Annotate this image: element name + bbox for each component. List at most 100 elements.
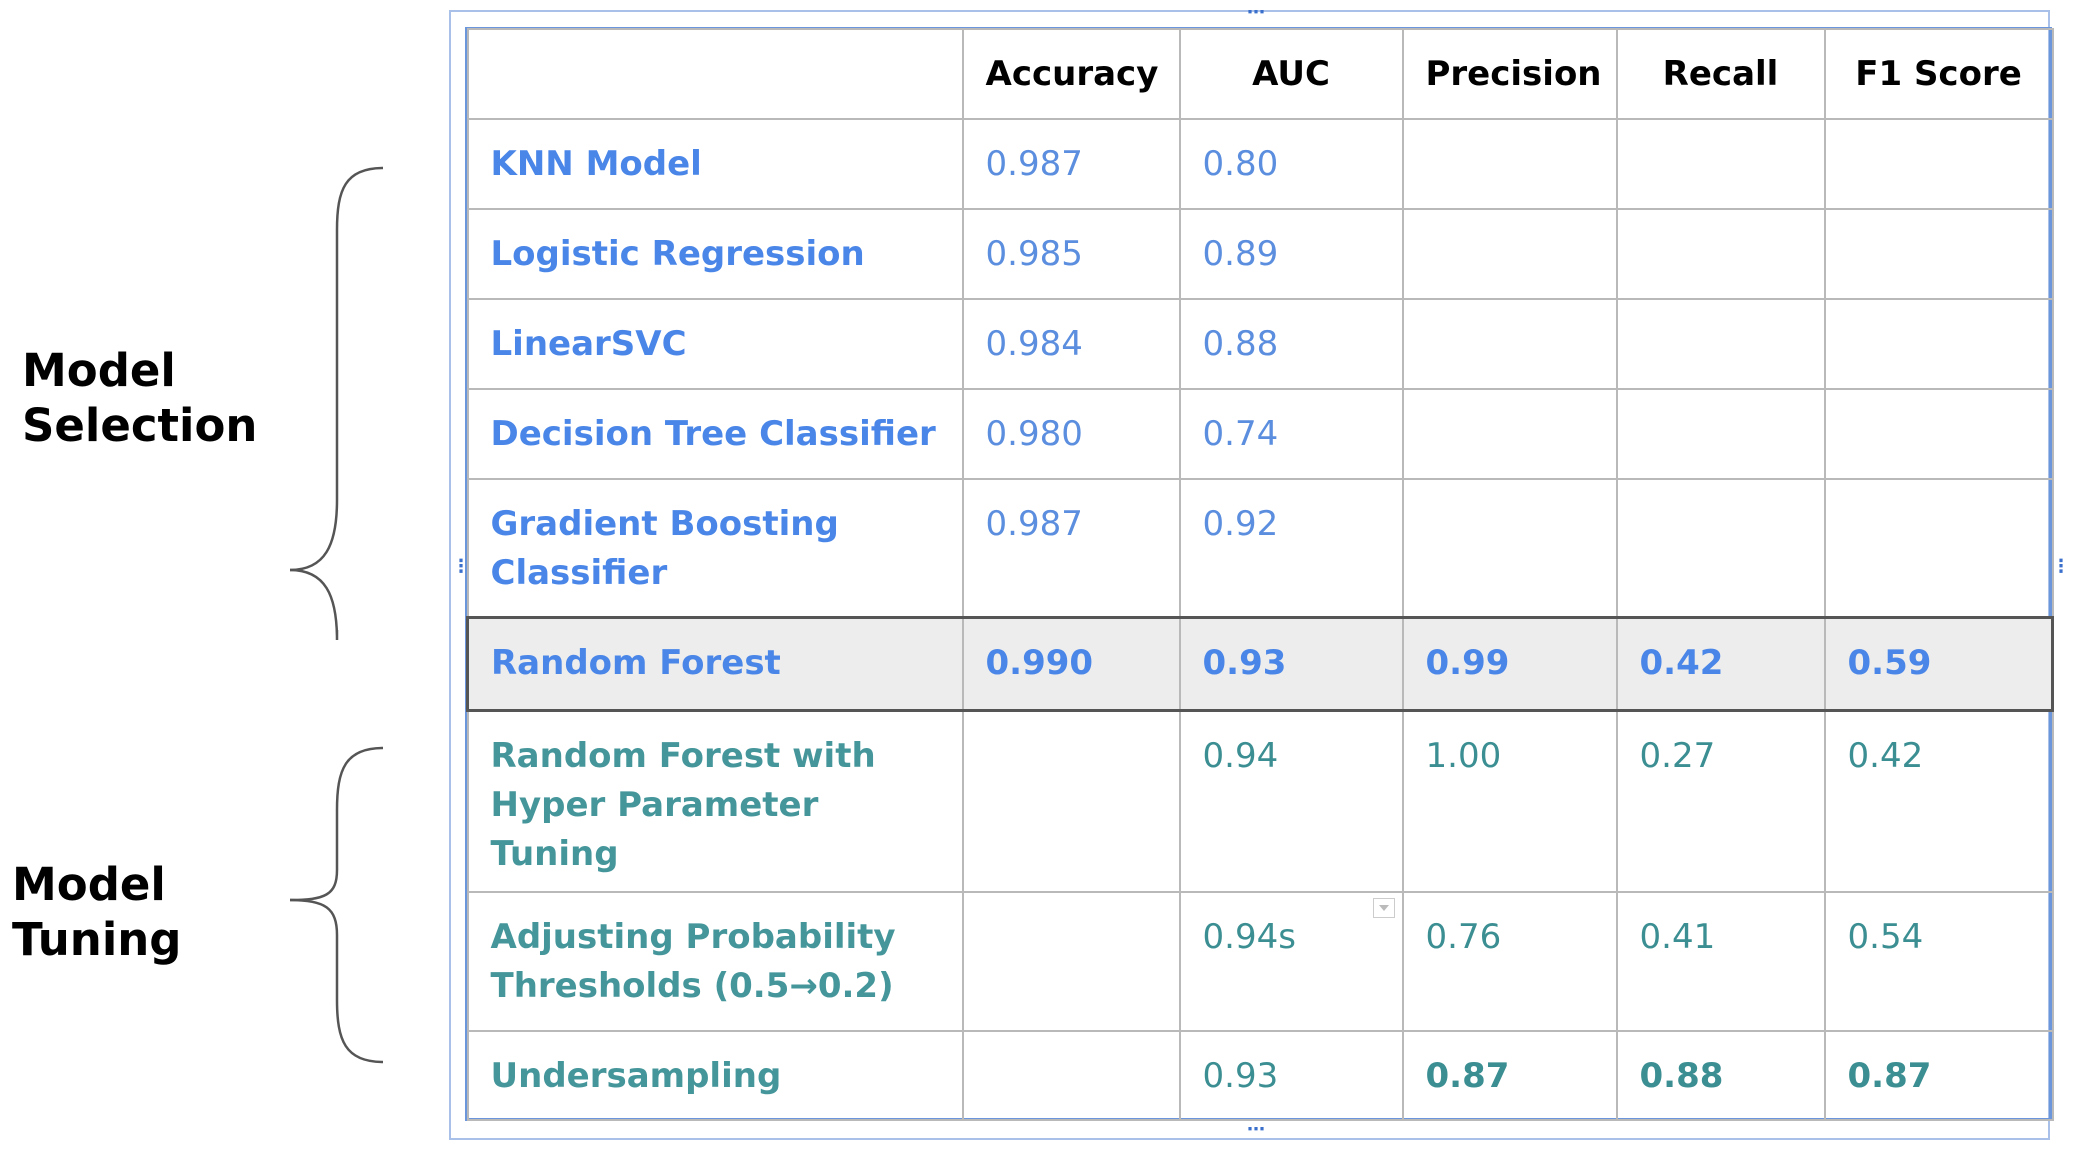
column-header-accuracy-column[interactable]: Accuracy xyxy=(961,28,1181,120)
metric-value: 0.42 xyxy=(1639,642,1724,683)
metric-cell-accuracy[interactable]: 0.984 xyxy=(961,298,1181,390)
metric-cell-accuracy[interactable]: 0.985 xyxy=(961,208,1181,300)
model-name-line: Undersampling xyxy=(490,1056,782,1096)
metric-cell-precision[interactable]: 0.87 xyxy=(1401,1030,1618,1121)
model-name-cell[interactable]: Gradient Boosting Classifier xyxy=(466,478,964,618)
metric-cell-f1[interactable] xyxy=(1823,478,2054,618)
cell-dropdown-arrow-icon[interactable] xyxy=(1373,898,1395,918)
model-name-cell[interactable]: Random Forest xyxy=(466,615,964,712)
metric-cell-auc[interactable]: 0.93 xyxy=(1178,615,1404,712)
metric-cell-auc[interactable]: 0.89 xyxy=(1178,208,1404,300)
resize-handle-left-icon[interactable]: ⋮ xyxy=(452,556,470,577)
metric-cell-recall[interactable] xyxy=(1615,388,1826,480)
metric-cell-auc[interactable]: 0.80 xyxy=(1178,118,1404,210)
model-name-line: KNN Model xyxy=(490,144,702,184)
metric-value: 0.980 xyxy=(985,414,1083,454)
metric-value: 0.985 xyxy=(985,234,1083,274)
resize-handle-top-icon[interactable]: ⋯ xyxy=(1247,2,1265,23)
results-table[interactable]: Accuracy AUC Precision Recall F1 Score KNN M… xyxy=(466,28,2054,1121)
metric-value: 0.88 xyxy=(1202,324,1279,364)
resize-handle-bottom-icon[interactable]: ⋯ xyxy=(1247,1119,1265,1140)
model-name-cell[interactable]: Logistic Regression xyxy=(466,208,964,300)
metric-cell-precision[interactable] xyxy=(1401,478,1618,618)
table-row[interactable]: Adjusting Probability Thresholds (0.5→0.2… xyxy=(466,891,2054,1032)
group-label-line: Tuning xyxy=(12,913,182,966)
metric-value: 0.94s xyxy=(1202,917,1296,957)
table-row[interactable]: Gradient Boosting Classifier 0.987 0.92 xyxy=(466,478,2054,618)
table-row[interactable]: Random Forest 0.990 0.93 0.99 0.42 0.59 xyxy=(466,615,2054,712)
table-row[interactable]: Undersampling 0.93 0.87 0.88 0.87 xyxy=(466,1030,2054,1121)
resize-handle-right-icon[interactable]: ⋮ xyxy=(2052,556,2070,577)
metric-cell-f1[interactable] xyxy=(1823,208,2054,300)
metric-value: 0.80 xyxy=(1202,144,1279,184)
table-row[interactable]: Decision Tree Classifier 0.980 0.74 xyxy=(466,388,2054,480)
metric-cell-recall[interactable] xyxy=(1615,478,1826,618)
metric-cell-recall[interactable] xyxy=(1615,208,1826,300)
metric-cell-precision[interactable] xyxy=(1401,208,1618,300)
column-header-name-column[interactable] xyxy=(466,28,964,120)
model-name-cell[interactable]: LinearSVC xyxy=(466,298,964,390)
metric-cell-accuracy[interactable]: 0.980 xyxy=(961,388,1181,480)
metric-cell-auc[interactable]: 0.92 xyxy=(1178,478,1404,618)
metric-cell-recall[interactable]: 0.27 xyxy=(1615,709,1826,893)
model-name-cell[interactable]: Random Forest with Hyper Parameter Tuning xyxy=(466,709,964,893)
model-name-line: Thresholds (0.5→0.2) xyxy=(490,966,894,1006)
metric-cell-recall[interactable] xyxy=(1615,118,1826,210)
metric-cell-f1[interactable]: 0.59 xyxy=(1823,615,2054,712)
model-name-line: Random Forest xyxy=(491,642,781,683)
metric-cell-accuracy[interactable] xyxy=(961,709,1181,893)
metric-cell-f1[interactable] xyxy=(1823,298,2054,390)
metric-cell-f1[interactable] xyxy=(1823,118,2054,210)
metric-cell-f1[interactable]: 0.42 xyxy=(1823,709,2054,893)
metric-cell-auc[interactable]: 0.88 xyxy=(1178,298,1404,390)
metric-cell-precision[interactable] xyxy=(1401,118,1618,210)
table-row[interactable]: KNN Model 0.987 0.80 xyxy=(466,118,2054,210)
metric-cell-f1[interactable] xyxy=(1823,388,2054,480)
table-row[interactable]: LinearSVC 0.984 0.88 xyxy=(466,298,2054,390)
model-name-cell[interactable]: Decision Tree Classifier xyxy=(466,388,964,480)
selection-brace-icon xyxy=(289,166,384,641)
metric-cell-recall[interactable]: 0.88 xyxy=(1615,1030,1826,1121)
table-row[interactable]: Logistic Regression 0.985 0.89 xyxy=(466,208,2054,300)
metric-cell-precision[interactable] xyxy=(1401,388,1618,480)
metric-cell-accuracy[interactable]: 0.987 xyxy=(961,118,1181,210)
metric-value: 0.87 xyxy=(1847,1056,1932,1096)
metric-cell-auc[interactable]: 0.93 xyxy=(1178,1030,1404,1121)
metric-cell-precision[interactable]: 0.76 xyxy=(1401,891,1618,1032)
metric-cell-recall[interactable] xyxy=(1615,298,1826,390)
metric-cell-recall[interactable]: 0.41 xyxy=(1615,891,1826,1032)
model-name-cell[interactable]: Undersampling xyxy=(466,1030,964,1121)
metric-cell-recall[interactable]: 0.42 xyxy=(1615,615,1826,712)
tuning-brace-icon xyxy=(289,746,384,1064)
group-label-model-selection: Model Selection xyxy=(22,343,257,453)
metric-cell-accuracy[interactable] xyxy=(961,1030,1181,1121)
metric-value: 0.984 xyxy=(985,324,1083,364)
table-header-row: Accuracy AUC Precision Recall F1 Score xyxy=(466,28,2054,120)
metric-cell-precision[interactable]: 1.00 xyxy=(1401,709,1618,893)
column-header-recall-column[interactable]: Recall xyxy=(1615,28,1826,120)
model-name-cell[interactable]: Adjusting Probability Thresholds (0.5→0.2… xyxy=(466,891,964,1032)
metric-cell-f1[interactable]: 0.54 xyxy=(1823,891,2054,1032)
model-name-line: Adjusting Probability xyxy=(490,917,896,957)
metric-value: 0.41 xyxy=(1639,917,1716,957)
metric-cell-accuracy[interactable]: 0.987 xyxy=(961,478,1181,618)
metric-value: 0.59 xyxy=(1847,642,1932,683)
metric-cell-precision[interactable]: 0.99 xyxy=(1401,615,1618,712)
metric-cell-f1[interactable]: 0.87 xyxy=(1823,1030,2054,1121)
model-name-cell[interactable]: KNN Model xyxy=(466,118,964,210)
metric-cell-accuracy[interactable] xyxy=(961,891,1181,1032)
column-header-f1-score-column[interactable]: F1 Score xyxy=(1823,28,2054,120)
metric-cell-precision[interactable] xyxy=(1401,298,1618,390)
metric-value: 0.54 xyxy=(1847,917,1924,957)
metric-value: 0.88 xyxy=(1639,1056,1724,1096)
column-header-precision-column[interactable]: Precision xyxy=(1401,28,1618,120)
table-row[interactable]: Random Forest with Hyper Parameter Tuning… xyxy=(466,709,2054,893)
model-name-line: Logistic Regression xyxy=(490,234,865,274)
metric-cell-accuracy[interactable]: 0.990 xyxy=(961,615,1181,712)
metric-cell-auc[interactable]: 0.94s xyxy=(1178,891,1404,1032)
metric-cell-auc[interactable]: 0.74 xyxy=(1178,388,1404,480)
group-label-model-tuning: Model Tuning xyxy=(12,857,182,967)
column-header-auc-column[interactable]: AUC xyxy=(1178,28,1404,120)
metric-cell-auc[interactable]: 0.94 xyxy=(1178,709,1404,893)
metric-value: 0.42 xyxy=(1847,735,1924,776)
